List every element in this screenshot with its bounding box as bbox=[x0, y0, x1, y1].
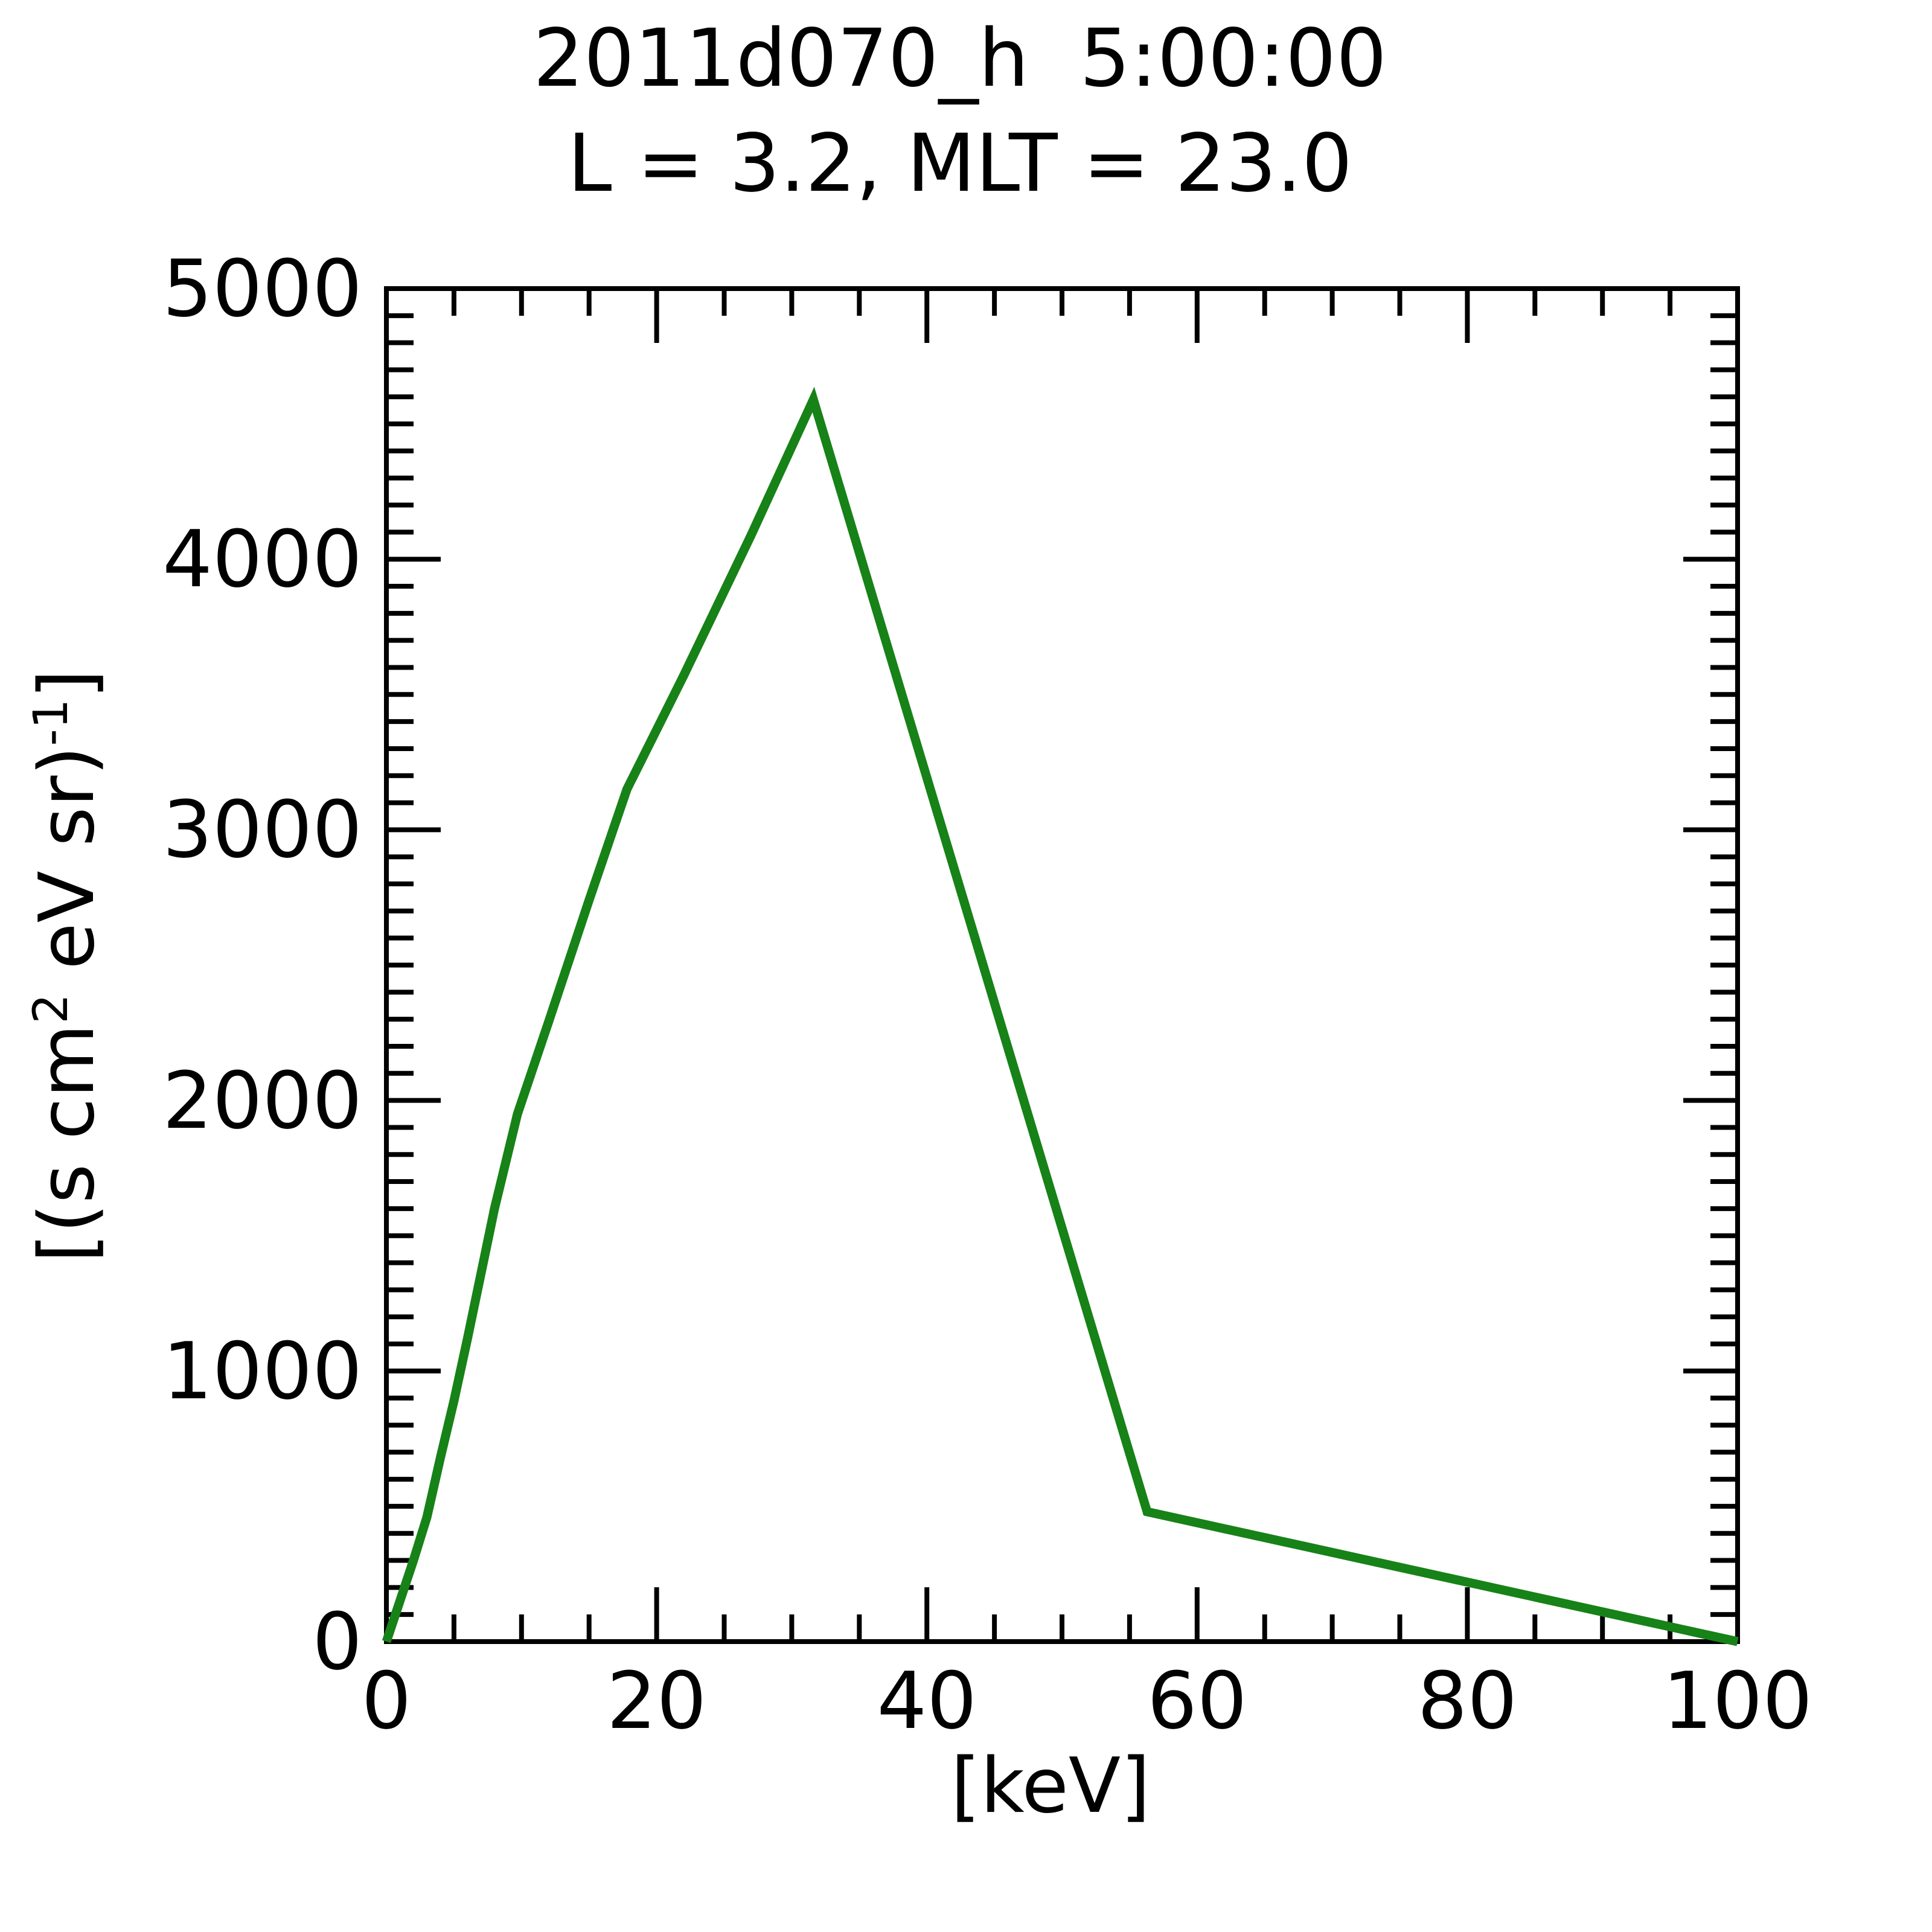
x-tick-label-40: 40 bbox=[877, 1655, 977, 1747]
x-tick-label-80: 80 bbox=[1417, 1655, 1518, 1747]
plot-frame bbox=[384, 286, 1740, 1644]
spectrum-curve bbox=[382, 386, 1739, 1646]
x-axis-label: [keV] bbox=[950, 1741, 1151, 1830]
y-tick-label-0: 0 bbox=[312, 1596, 362, 1687]
y-tick-label-3000: 3000 bbox=[162, 784, 362, 876]
y-label-superscript-2: 2 bbox=[24, 993, 78, 1024]
y-label-superscript-minus1: -1 bbox=[24, 699, 78, 746]
x-tick-label-0: 0 bbox=[361, 1655, 412, 1747]
y-tick-label-1000: 1000 bbox=[162, 1325, 362, 1417]
x-tick-label-60: 60 bbox=[1147, 1655, 1247, 1747]
y-tick-label-4000: 4000 bbox=[162, 513, 362, 606]
x-tick-label-100: 100 bbox=[1662, 1655, 1813, 1747]
y-tick-label-2000: 2000 bbox=[162, 1054, 362, 1147]
axis-ticks bbox=[384, 286, 1740, 1644]
plot-subtitle: L = 3.2, MLT = 23.0 bbox=[567, 117, 1353, 210]
plot-title: 2011d070_h 5:00:00 bbox=[533, 12, 1387, 105]
y-axis-label: [(s cm2 eV sr)-1] bbox=[22, 669, 111, 1263]
y-tick-label-5000: 5000 bbox=[162, 243, 362, 334]
x-tick-label-20: 20 bbox=[606, 1655, 707, 1747]
